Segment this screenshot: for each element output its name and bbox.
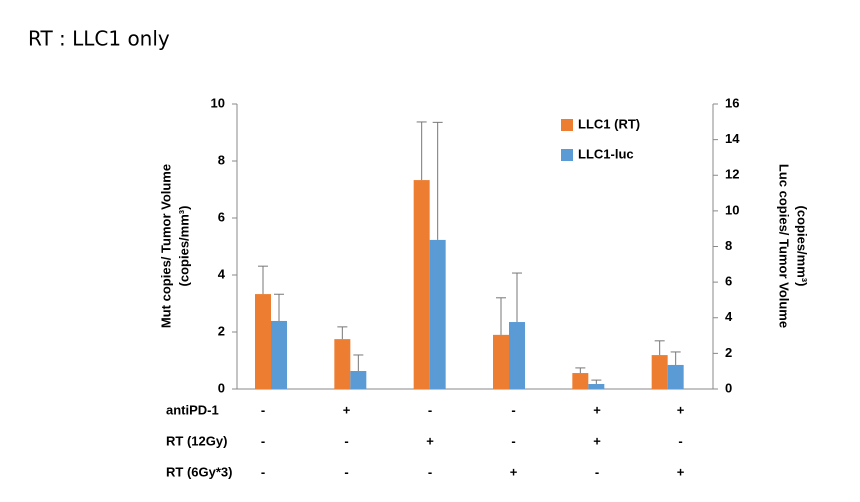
bar [413,180,430,389]
y2-tick-label: 12 [725,167,739,182]
y2-tick-label: 10 [725,202,739,217]
treatment-sign: - [261,402,265,417]
bar [334,339,351,389]
bar [255,294,271,389]
treatment-sign: + [426,433,434,448]
treatment-sign: - [261,464,265,479]
treatment-sign: - [511,433,515,448]
y-axis-title: Mut copies/ Tumor Volume [158,164,173,328]
y2-tick-label: 16 [725,95,739,110]
legend-label: LLC1 (RT) [578,116,640,131]
legend-swatch [561,149,573,161]
treatment-sign: + [510,464,518,479]
y2-tick-label: 4 [725,309,733,324]
y2-tick-label: 6 [725,274,732,289]
treatment-sign: + [593,402,601,417]
treatment-sign: - [261,433,265,448]
treatment-sign: + [343,402,351,417]
bar [667,364,684,389]
bar [588,384,605,389]
bar [429,239,446,389]
treatment-sign: - [344,433,348,448]
treatment-label: antiPD-1 [166,402,219,417]
bar [493,334,509,389]
treatment-sign: + [677,464,685,479]
y-tick-label: 2 [218,323,225,338]
page-title: RT : LLC1 only [28,27,170,51]
y-tick-label: 4 [218,266,226,281]
y2-axis-title: (copies/mm³) [795,206,810,287]
bar [572,373,589,389]
y-tick-label: 8 [218,152,225,167]
bar [509,322,525,389]
y2-tick-label: 0 [725,380,732,395]
y2-tick-label: 2 [725,345,732,360]
y-tick-label: 10 [211,95,225,110]
y-tick-label: 0 [218,380,225,395]
treatment-sign: + [593,433,601,448]
y2-tick-label: 14 [725,131,740,146]
treatment-sign: - [511,402,515,417]
y-tick-label: 6 [218,209,225,224]
legend-label: LLC1-luc [578,146,634,161]
y2-axis-title: Luc copies/ Tumor Volume [777,164,792,328]
bar [350,371,367,389]
treatment-sign: + [677,402,685,417]
treatment-label: RT (12Gy) [166,433,227,448]
treatment-sign: - [344,464,348,479]
treatment-sign: - [428,402,432,417]
treatment-sign: - [678,433,682,448]
legend-swatch [561,119,573,131]
treatment-sign: - [428,464,432,479]
treatment-sign: - [595,464,599,479]
bar [651,355,668,389]
y-axis-title: (copies/mm³) [176,206,191,287]
y2-tick-label: 8 [725,238,732,253]
bar [271,320,287,389]
treatment-label: RT (6Gy*3) [166,464,232,479]
